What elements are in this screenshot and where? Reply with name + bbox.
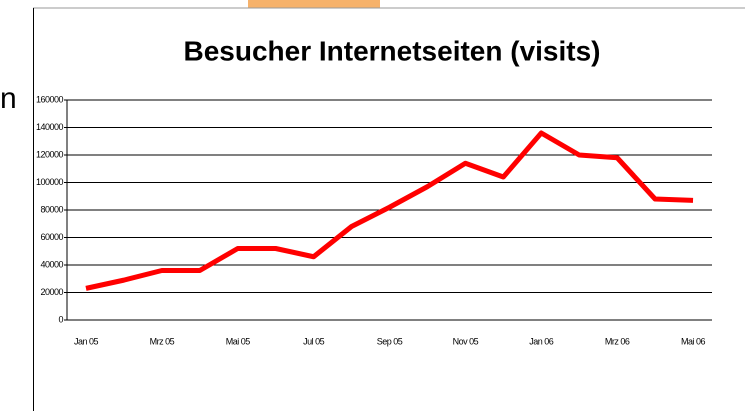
y-tick-label: 100000	[36, 177, 64, 187]
x-tick-label: Nov 05	[453, 336, 479, 346]
y-tick-label: 0	[58, 314, 63, 324]
x-tick-label: Jul 05	[303, 336, 325, 346]
x-tick-label: Jan 05	[74, 336, 99, 346]
y-tick-label: 140000	[36, 122, 64, 132]
x-tick-label: Sep 05	[377, 336, 403, 346]
x-tick-label: Mai 05	[226, 336, 251, 346]
y-tick-label: 20000	[40, 287, 63, 297]
x-tick-label: Jan 06	[529, 336, 554, 346]
y-tick-label: 160000	[36, 94, 64, 104]
x-tick-label: Mrz 06	[605, 336, 630, 346]
slide-text: n	[0, 82, 17, 115]
y-tick-label: 40000	[40, 259, 63, 269]
x-tick-label: Mai 06	[681, 336, 706, 346]
data-line	[85, 130, 694, 291]
orange-strip	[248, 0, 380, 8]
x-tick-label: Mrz 05	[150, 336, 175, 346]
y-tick-label: 60000	[40, 232, 63, 242]
y-tick-label: 120000	[36, 149, 64, 159]
y-tick-label: 80000	[40, 204, 63, 214]
chart-title: Besucher Internetseiten (visits)	[183, 35, 600, 66]
